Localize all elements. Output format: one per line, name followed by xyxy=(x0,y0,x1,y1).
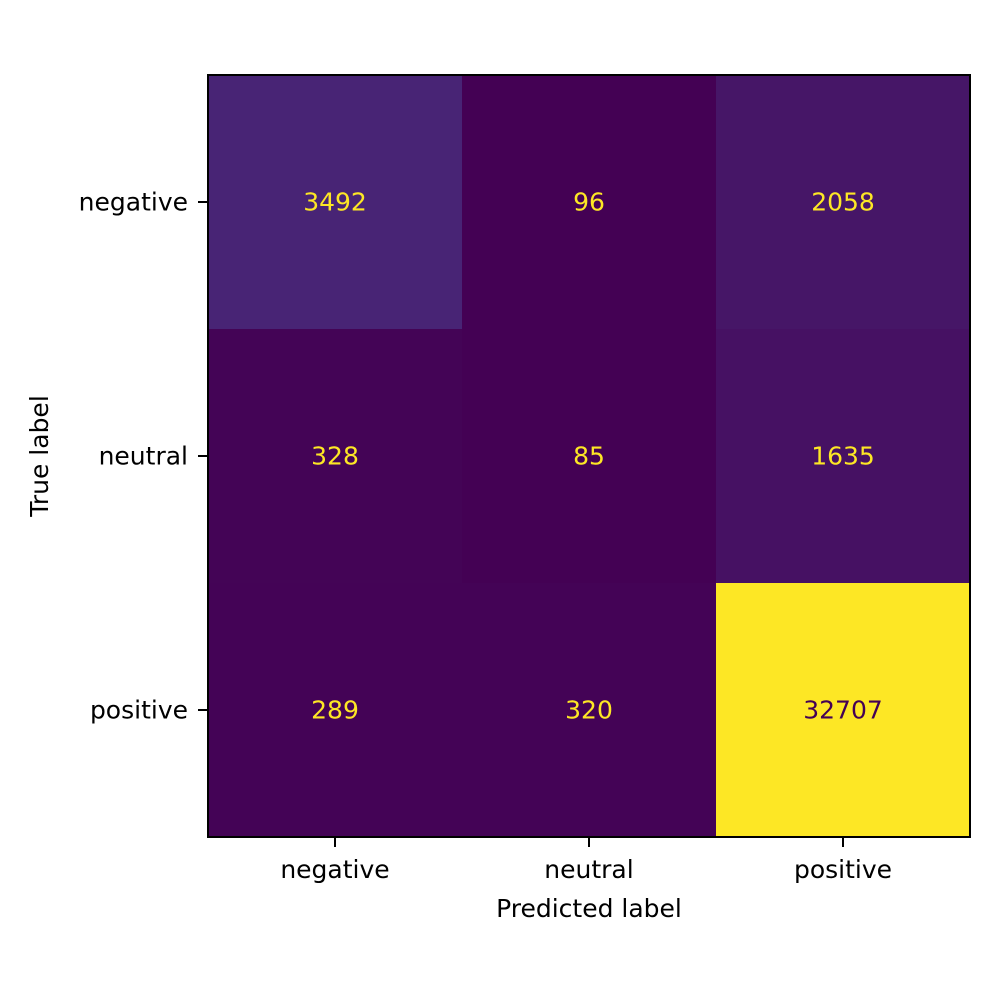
x-tick-label: negative xyxy=(280,855,389,884)
heatmap-cell xyxy=(462,583,717,838)
cell-value-label: 96 xyxy=(573,188,605,217)
heatmap-cells xyxy=(208,75,971,838)
heatmap-cell xyxy=(208,329,463,584)
cell-value-label: 2058 xyxy=(811,188,875,217)
heatmap-cell xyxy=(716,75,971,330)
heatmap-cell xyxy=(462,329,717,584)
cell-value-label: 328 xyxy=(311,442,359,471)
cell-value-label: 85 xyxy=(573,442,605,471)
heatmap-cell xyxy=(716,329,971,584)
x-tick-label: neutral xyxy=(544,855,633,884)
heatmap-cell xyxy=(716,583,971,838)
y-tick-label: negative xyxy=(79,188,188,217)
heatmap-cell-labels: 3492 96 2058 328 85 1635 289 320 32707 xyxy=(303,188,883,725)
y-tick-label: neutral xyxy=(99,442,188,471)
y-axis-title: True label xyxy=(25,395,54,518)
x-axis-ticks: negative neutral positive xyxy=(280,837,892,884)
cell-value-label: 3492 xyxy=(303,188,367,217)
x-tick-label: positive xyxy=(794,855,892,884)
cell-value-label: 32707 xyxy=(803,696,883,725)
x-axis-title: Predicted label xyxy=(496,894,682,923)
heatmap-cell xyxy=(208,75,463,330)
y-tick-label: positive xyxy=(90,696,188,725)
cell-value-label: 320 xyxy=(565,696,613,725)
y-axis-ticks: negative neutral positive xyxy=(79,188,208,725)
cell-value-label: 289 xyxy=(311,696,359,725)
cell-value-label: 1635 xyxy=(811,442,875,471)
heatmap-cell xyxy=(462,75,717,330)
heatmap-cell xyxy=(208,583,463,838)
